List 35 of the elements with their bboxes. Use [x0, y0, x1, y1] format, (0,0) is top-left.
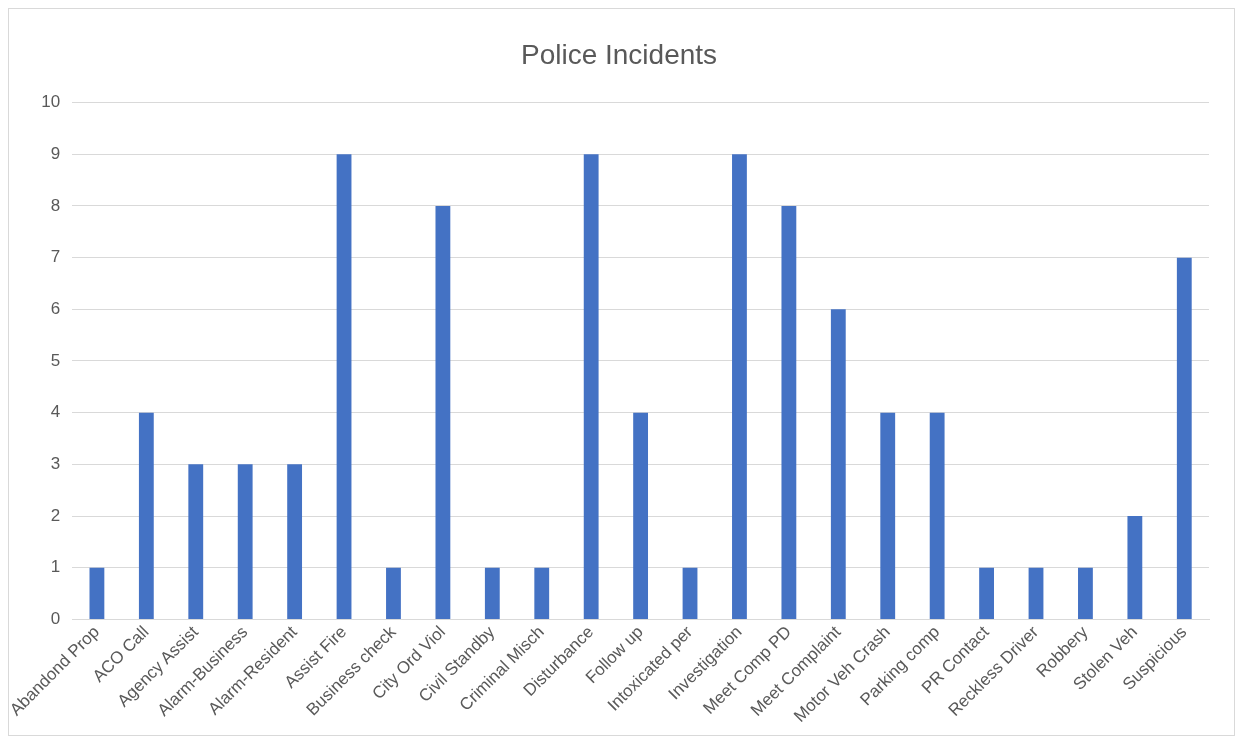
bar: [386, 567, 401, 619]
y-tick-label: 10: [41, 92, 61, 112]
bar: [633, 412, 649, 619]
bar: [237, 464, 253, 619]
y-tick-label: 8: [50, 195, 61, 215]
y-tick-label: 4: [50, 402, 61, 422]
y-tick-label: 0: [50, 609, 61, 629]
bar: [732, 154, 747, 619]
bar: [1028, 567, 1044, 619]
bar: [929, 412, 945, 619]
y-tick-label: 2: [50, 505, 61, 525]
y-tick-label: 1: [50, 557, 61, 577]
bar: [583, 154, 599, 619]
bar: [1078, 567, 1093, 619]
bar: [89, 567, 105, 619]
bar: [287, 464, 303, 619]
y-tick-label: 9: [50, 143, 61, 163]
bar: [138, 412, 154, 619]
bar: [880, 412, 896, 619]
bar: [188, 464, 204, 619]
bar: [1176, 257, 1192, 619]
y-tick-label: 3: [50, 454, 61, 474]
bar: [781, 205, 797, 619]
bar: [534, 567, 550, 619]
y-tick-label: 6: [50, 299, 61, 318]
bar: [830, 309, 846, 619]
bar: [484, 567, 500, 619]
bar: [682, 567, 698, 619]
y-tick-label: 7: [50, 247, 61, 267]
chart-title: Police Incidents: [520, 38, 718, 70]
y-tick-label: 5: [50, 350, 61, 370]
bar: [435, 205, 451, 619]
bar: [336, 154, 352, 619]
bar: [1127, 516, 1143, 619]
bar: [979, 567, 994, 619]
